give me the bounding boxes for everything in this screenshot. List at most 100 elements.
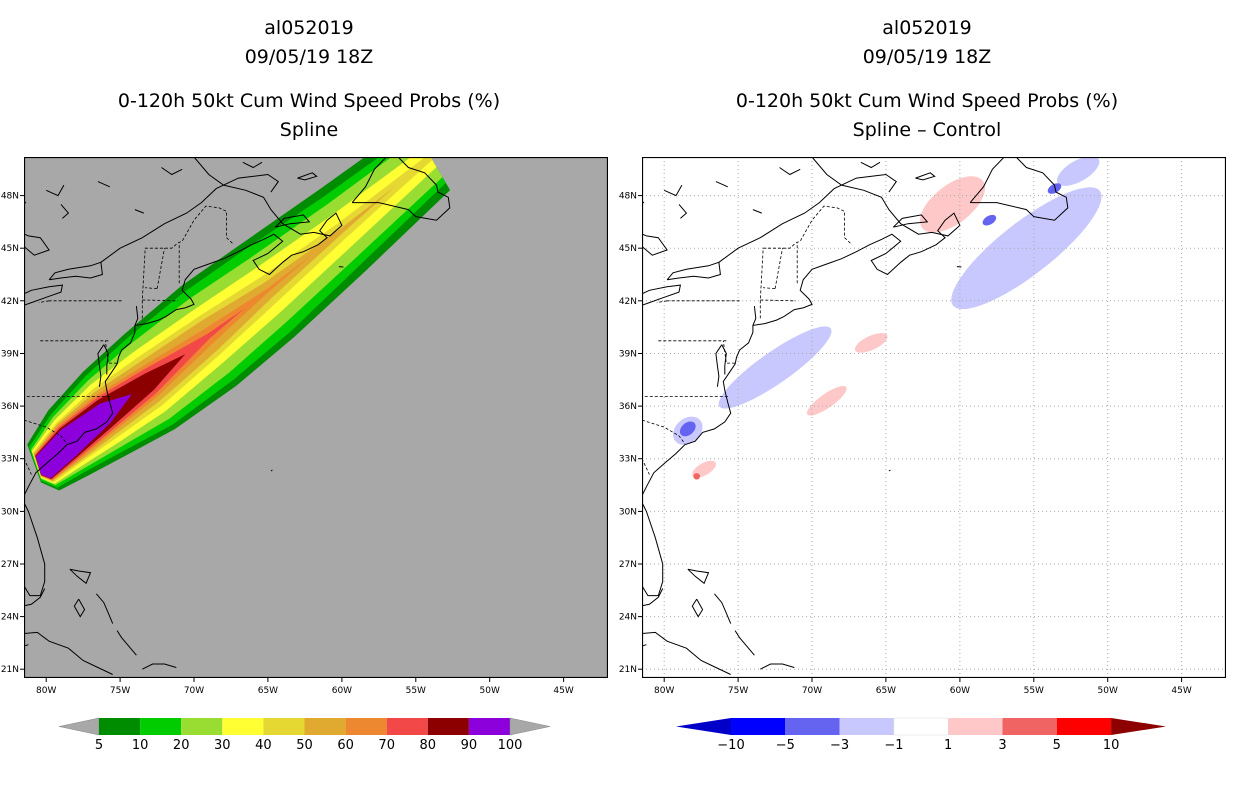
left-x-tick-label: 75W	[110, 686, 130, 696]
right-map-background	[642, 157, 1226, 678]
left-coastline-segment	[24, 631, 113, 675]
right-coastlines	[642, 157, 1069, 675]
right-datetime: 09/05/19 18Z	[862, 46, 992, 68]
right-coastline-segment	[642, 631, 731, 675]
left-colorbar-label: 10	[132, 738, 149, 753]
right-colorbar-box	[1002, 718, 1057, 735]
left-border-line	[38, 300, 50, 303]
probability-contour-90	[35, 394, 132, 479]
left-colorbar-box-70	[386, 718, 428, 735]
left-border-line	[24, 458, 32, 475]
right-y-tick-label: 24N	[619, 613, 637, 623]
right-x-tick-label: 60W	[950, 686, 970, 696]
right-island-outline	[663, 184, 683, 197]
left-coastlines	[24, 157, 451, 675]
left-map-panel	[24, 157, 608, 678]
left-coastline-segment	[100, 173, 280, 263]
right-colorbar-label: −5	[776, 738, 795, 753]
left-island-outline	[161, 167, 183, 176]
left-coastline-segment	[352, 157, 451, 221]
difference-region-negative-3	[1047, 183, 1062, 194]
left-y-tick-label: 33N	[1, 455, 19, 465]
left-subtitle: Spline	[279, 119, 339, 141]
right-colorbar-box	[893, 717, 949, 736]
left-x-tick-label: 55W	[406, 686, 426, 696]
left-coastline-segment	[134, 306, 139, 326]
difference-region-negative-3	[679, 421, 696, 437]
right-coastline-segment	[642, 502, 664, 597]
left-coastline-segment	[69, 568, 92, 585]
left-border-line	[145, 287, 158, 289]
right-x-tick-label: 70W	[802, 686, 822, 696]
left-colorbar-label: 20	[173, 738, 190, 753]
difference-region-positive-3	[693, 473, 700, 480]
right-y-tick-label: 27N	[619, 560, 637, 570]
right-coastline-segment	[752, 306, 757, 326]
right-x-tick-label: 50W	[1098, 686, 1118, 696]
right-x-tick-label: 80W	[654, 686, 674, 696]
right-y-tick-label: 48N	[619, 192, 637, 202]
right-x-tick-label: 45W	[1171, 686, 1191, 696]
right-colorbar-under-triangle	[676, 718, 731, 735]
left-colorbar-label: 80	[420, 738, 437, 753]
difference-region-negative-3	[982, 214, 997, 226]
right-border-line	[760, 299, 796, 302]
right-coastline-segment	[718, 173, 898, 263]
left-colorbar-box-90	[468, 718, 510, 735]
right-border-line	[759, 205, 853, 319]
right-colorbar-label: −1	[884, 738, 903, 753]
left-y-tick-label: 45N	[1, 244, 19, 254]
left-colorbar-box-60	[345, 718, 387, 735]
left-coastline-segment	[24, 233, 50, 256]
right-island-outline	[642, 644, 647, 647]
left-x-tick-label: 50W	[480, 686, 500, 696]
right-border-line	[642, 419, 686, 445]
left-coastline-segment	[73, 598, 86, 618]
right-y-tick-label: 21N	[619, 665, 637, 675]
left-island-outline	[134, 209, 144, 214]
left-coastline-segment	[96, 593, 114, 624]
left-x-tick-label: 70W	[184, 686, 204, 696]
left-colorbar-label: 5	[95, 738, 103, 753]
right-y-tick-label: 30N	[619, 507, 637, 517]
left-colorbar-box-80	[427, 718, 469, 735]
right-coastline-segment	[687, 568, 710, 585]
left-island-outline	[24, 200, 27, 205]
right-map-frame	[642, 157, 1226, 678]
left-colorbar-box-30	[222, 718, 264, 735]
left-y-tick-label: 48N	[1, 192, 19, 202]
left-x-tick-label: 45W	[553, 686, 573, 696]
right-subtitle: Spline – Control	[852, 119, 1002, 141]
left-colorbar-label: 90	[461, 738, 478, 753]
left-colorbar-box-50	[304, 718, 346, 735]
left-product-title: 0-120h 50kt Cum Wind Speed Probs (%)	[117, 90, 501, 112]
difference-region-negative-1	[718, 326, 832, 409]
right-map-panel	[642, 157, 1226, 678]
right-y-tick-label: 36N	[619, 402, 637, 412]
left-colorbar-label: 60	[337, 738, 354, 753]
right-coastline-segment	[642, 233, 668, 256]
left-island-outline	[242, 161, 263, 169]
left-border-line	[104, 340, 118, 364]
right-colorbar-label: 10	[1103, 738, 1120, 753]
left-colorbar-box-5	[99, 718, 141, 735]
right-coastline-segment	[969, 157, 1005, 203]
right-gridlines	[642, 157, 1226, 678]
right-colorbar-label: 3	[998, 738, 1006, 753]
left-coastline-segment	[274, 214, 311, 228]
left-colorbar-label: 50	[296, 738, 313, 753]
difference-region-positive-1	[854, 333, 888, 353]
right-border-line	[722, 340, 736, 364]
right-island-outline	[860, 161, 881, 169]
right-island-outline	[642, 200, 645, 205]
right-y-tick-label: 42N	[619, 297, 637, 307]
left-y-tick-label: 36N	[1, 402, 19, 412]
right-colorbar-box	[948, 718, 1003, 735]
right-x-tick-label: 75W	[728, 686, 748, 696]
right-colorbar-label: 1	[944, 738, 952, 753]
right-coastline-segment	[892, 214, 929, 228]
left-panel-title: al052019 09/05/19 18Z 0-120h 50kt Cum Wi…	[17, 14, 601, 145]
right-colorbar-over-triangle	[1111, 718, 1167, 735]
